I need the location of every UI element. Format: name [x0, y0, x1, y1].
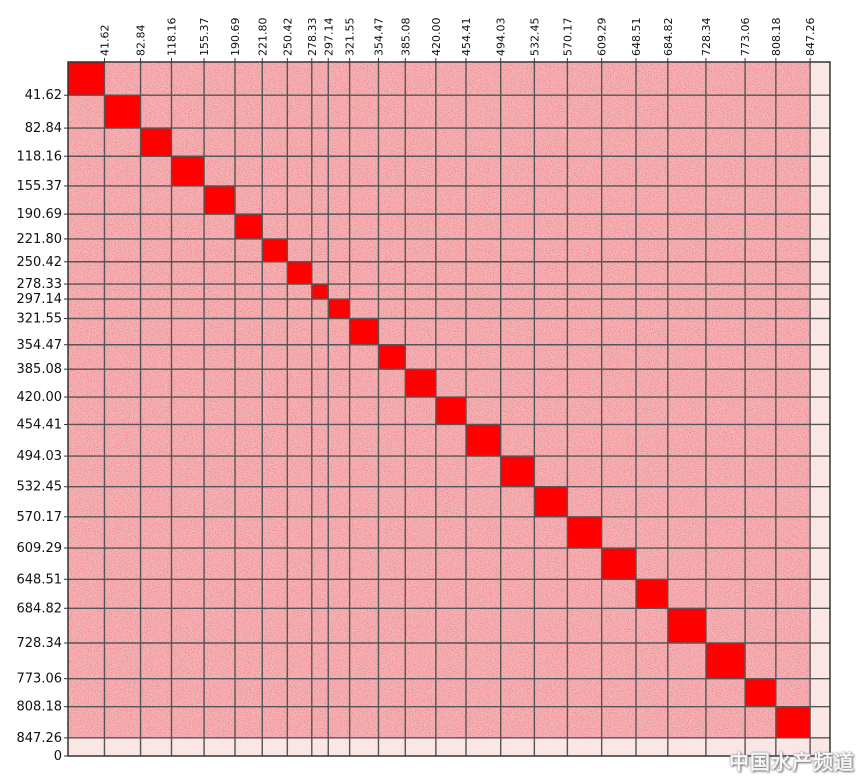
x-tick-label: 684.82: [662, 18, 675, 57]
x-tick-label: 494.03: [495, 18, 508, 57]
diagonal-block: [636, 579, 668, 609]
y-tick-label: 420.00: [17, 390, 63, 405]
y-tick-label: 278.33: [17, 277, 63, 292]
y-tick-label: 684.82: [17, 601, 63, 616]
y-tick-label: 250.42: [17, 255, 63, 270]
x-tick-label: 773.06: [739, 18, 752, 57]
diagonal-block: [328, 299, 350, 319]
x-tick-label: 808.18: [770, 18, 783, 57]
y-axis: 41.62 82.84 118.16 155.37 190.69 221.80 250.42…: [17, 88, 68, 764]
diagonal-block: [601, 548, 637, 580]
y-tick-label: 190.69: [17, 207, 63, 222]
x-tick-label: 385.08: [399, 18, 412, 57]
diagonal-block: [378, 344, 406, 370]
diagonal-block: [140, 128, 172, 157]
y-tick-label: 808.18: [17, 700, 63, 715]
y-tick-label: 297.14: [17, 292, 63, 307]
x-tick-label: 41.62: [98, 25, 111, 56]
x-tick-label: 250.42: [281, 18, 294, 57]
x-tick-label: 420.00: [430, 18, 443, 57]
x-tick-label: 118.16: [165, 18, 178, 57]
diagonal-block: [287, 261, 312, 285]
y-tick-label: 454.41: [17, 417, 63, 432]
diagonal-block: [204, 185, 236, 215]
x-tick-label: 82.84: [135, 25, 148, 57]
y-tick-label: 82.84: [25, 121, 62, 136]
x-tick-label: 278.33: [306, 18, 319, 57]
x-tick-label: 454.41: [460, 18, 473, 57]
x-tick-label: 190.69: [229, 18, 242, 56]
diagonal-block: [171, 156, 205, 186]
diagonal-block: [405, 369, 436, 398]
diagonal-block: [104, 95, 141, 129]
x-tick-label: 609.29: [596, 18, 609, 57]
diagonal-block: [262, 238, 288, 262]
diagonal-block: [68, 62, 105, 96]
watermark: 中国水产频道: [729, 750, 855, 774]
y-tick-label: 321.55: [17, 312, 63, 327]
x-tick-label: 155.37: [198, 18, 211, 57]
diagonal-block: [311, 284, 329, 300]
y-tick-label: 0: [54, 749, 62, 764]
y-tick-label: 221.80: [17, 232, 63, 247]
diagonal-block: [349, 318, 379, 345]
y-tick-label: 648.51: [17, 572, 63, 587]
plot-area: [67, 61, 831, 757]
y-tick-label: 532.45: [17, 480, 63, 495]
y-tick-label: 41.62: [25, 88, 62, 103]
y-tick-label: 570.17: [17, 510, 63, 525]
diagonal-block: [567, 516, 602, 549]
x-tick-label: 648.51: [630, 18, 643, 57]
diagonal-block: [745, 678, 776, 707]
x-tick-label: 847.26: [804, 18, 817, 57]
diagonal-block: [235, 214, 263, 239]
x-tick-label: 728.34: [700, 18, 713, 57]
x-axis: 41.62 82.84 118.16 155.37 190.69 221.80 250.42…: [98, 18, 817, 62]
y-tick-label: 847.26: [17, 731, 63, 746]
diagonal-block: [500, 456, 535, 487]
diagonal-block: [667, 608, 706, 643]
y-tick-label: 773.06: [17, 672, 63, 687]
x-tick-label: 570.17: [561, 18, 574, 57]
x-tick-label: 354.47: [372, 18, 385, 57]
heatmap-edge-bottom: [68, 738, 830, 757]
diagonal-block: [435, 397, 467, 425]
x-tick-label: 297.14: [322, 18, 335, 57]
diagonal-block: [534, 486, 568, 517]
x-tick-label: 321.55: [344, 18, 357, 57]
y-tick-label: 118.16: [17, 149, 63, 164]
y-tick-label: 385.08: [17, 362, 63, 377]
y-tick-label: 609.29: [17, 541, 63, 556]
y-tick-label: 494.03: [17, 449, 63, 464]
y-tick-label: 728.34: [17, 636, 63, 651]
y-tick-label: 354.47: [17, 338, 63, 353]
diagonal-block: [466, 424, 501, 457]
diagonal-block: [775, 706, 811, 738]
x-tick-label: 532.45: [528, 18, 541, 57]
x-tick-label: 221.80: [256, 18, 269, 57]
plot-frame: [67, 61, 831, 757]
y-tick-label: 155.37: [17, 179, 63, 194]
heatmap-edge-right: [810, 62, 831, 756]
diagonal-block: [705, 642, 746, 679]
